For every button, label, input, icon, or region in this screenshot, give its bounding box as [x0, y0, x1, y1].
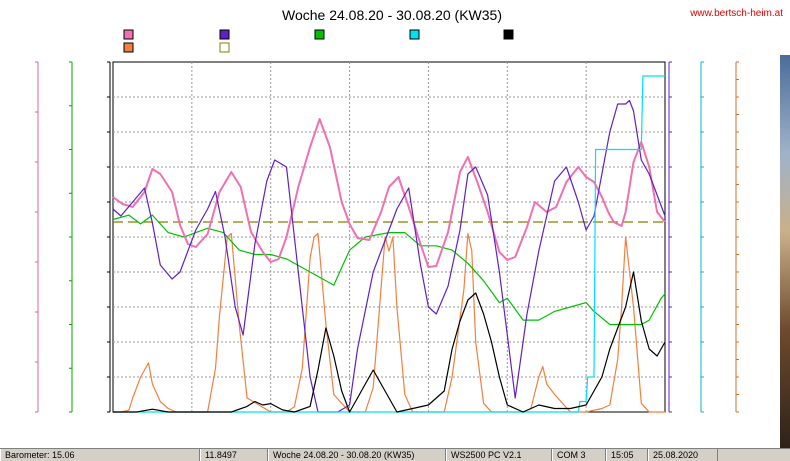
- legend-swatch: [314, 29, 325, 40]
- series-line-regen: [113, 75, 665, 413]
- watermark: www.bertsch-heim.at: [689, 8, 783, 19]
- series-line-luftdruck: [112, 214, 666, 326]
- status-cell: Barometer: 15.06: [0, 449, 200, 461]
- axes: [35, 61, 739, 413]
- legend-swatch: [123, 42, 134, 53]
- series-line-wind: [113, 271, 666, 413]
- chart-title: Woche 24.08.20 - 30.08.20 (KW35): [282, 7, 502, 23]
- status-cell: 25.08.2020: [648, 449, 718, 461]
- grid-lines: [113, 62, 665, 412]
- series-layer: [112, 75, 666, 413]
- status-bar: Barometer: 15.06 11.8497 Woche 24.08.20 - …: [0, 448, 790, 461]
- status-cell: COM 3: [552, 449, 606, 461]
- legend-swatch: [409, 29, 420, 40]
- status-cell: 11.8497: [200, 449, 268, 461]
- chart-legend: [123, 29, 514, 53]
- series-line-feuchte-a-n: [112, 99, 666, 413]
- status-cell: WS2500 PC V2.1: [446, 449, 552, 461]
- legend-swatch: [219, 29, 230, 40]
- status-cell: Woche 24.08.20 - 30.08.20 (KW35): [268, 449, 446, 461]
- legend-swatch: [219, 42, 230, 53]
- background-photo-strip: [780, 55, 790, 448]
- legend-swatch: [503, 29, 514, 40]
- legend-swatch: [123, 29, 134, 40]
- status-cell: 15:05: [606, 449, 648, 461]
